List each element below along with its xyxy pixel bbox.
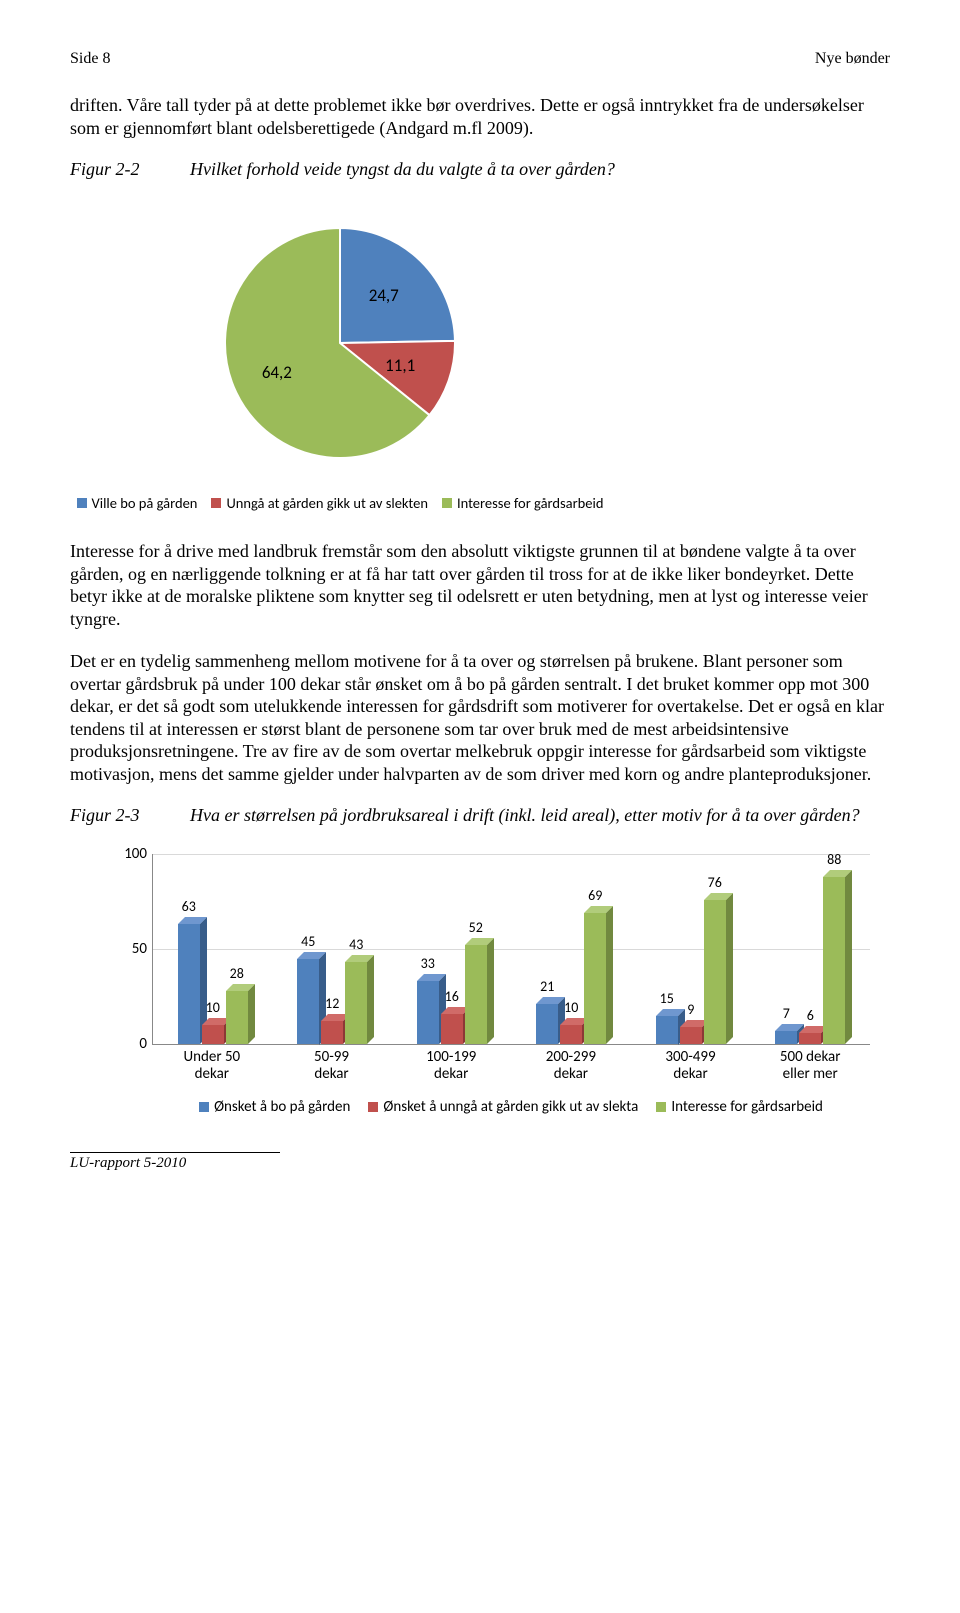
pie-legend: Ville bo på gårdenUnngå at gården gikk u…	[100, 490, 580, 516]
bar-legend-item: Ønsket å bo på gården	[199, 1098, 350, 1116]
pie-chart-block: 24,7 11,1 64,2 Ville bo på gårdenUnngå at …	[100, 208, 580, 516]
bar: 28	[226, 991, 248, 1044]
bar-x-label: 500 dekareller mer	[750, 1045, 870, 1084]
legend-swatch	[211, 498, 221, 508]
bar-value-label: 21	[527, 978, 567, 995]
figure-2-2-caption: Figur 2-2 Hvilket forhold veide tyngst d…	[70, 159, 890, 180]
bar-plot-area: 631028451243331652211069159767688 050100	[152, 854, 870, 1045]
bar: 15	[656, 1016, 678, 1045]
bar: 69	[584, 913, 606, 1044]
bar: 63	[178, 924, 200, 1044]
bar-value-label: 45	[288, 933, 328, 950]
paragraph-1: driften. Våre tall tyder på at dette pro…	[70, 94, 890, 139]
legend-text: Unngå at gården gikk ut av slekten	[226, 494, 428, 512]
figure-2-3-title: Hva er størrelsen på jordbruksareal i dr…	[190, 805, 860, 826]
bar-value-label: 63	[169, 898, 209, 915]
legend-text: Interesse for gårdsarbeid	[671, 1098, 823, 1116]
legend-swatch	[656, 1102, 666, 1112]
figure-2-3-label: Figur 2-3	[70, 805, 190, 826]
pie-legend-item: Unngå at gården gikk ut av slekten	[211, 494, 428, 512]
figure-2-2-label: Figur 2-2	[70, 159, 190, 180]
figure-2-2-title: Hvilket forhold veide tyngst da du valgt…	[190, 159, 615, 180]
pie-slice-label: 64,2	[262, 362, 292, 383]
bar-legend: Ønsket å bo på gården Ønsket å unngå at g…	[152, 1098, 870, 1116]
bar-y-tick: 50	[115, 940, 147, 958]
bar-x-label: 300-499dekar	[631, 1045, 751, 1084]
bar-legend-item: Interesse for gårdsarbeid	[656, 1098, 823, 1116]
legend-swatch	[442, 498, 452, 508]
bar-value-label: 69	[575, 887, 615, 904]
page-header: Side 8 Nye bønder	[70, 50, 890, 68]
bar-value-label: 52	[456, 919, 496, 936]
legend-swatch	[77, 498, 87, 508]
bar-legend-item: Ønsket å unngå at gården gikk ut av slek…	[368, 1098, 638, 1116]
bar: 9	[680, 1027, 702, 1044]
legend-text: Ville bo på gården	[92, 494, 198, 512]
bar-y-tick: 0	[115, 1035, 147, 1053]
pie-legend-item: Ville bo på gården	[77, 494, 198, 512]
bar-value-label: 76	[695, 874, 735, 891]
bar: 76	[704, 900, 726, 1044]
bar-group: 451243	[273, 854, 393, 1044]
pie-svg	[210, 208, 470, 468]
pie-chart: 24,7 11,1 64,2	[210, 208, 470, 468]
bar: 88	[823, 877, 845, 1044]
bar-group: 211069	[512, 854, 632, 1044]
bar-value-label: 33	[408, 955, 448, 972]
legend-text: Interesse for gårdsarbeid	[457, 494, 604, 512]
bar-value-label: 88	[814, 851, 854, 868]
pie-legend-item: Interesse for gårdsarbeid	[442, 494, 604, 512]
bar-group: 15976	[631, 854, 751, 1044]
figure-2-3-caption: Figur 2-3 Hva er størrelsen på jordbruks…	[70, 805, 890, 826]
header-right: Nye bønder	[815, 50, 890, 68]
bar-y-tick: 100	[115, 845, 147, 863]
pie-slice-label: 24,7	[369, 285, 399, 306]
header-left: Side 8	[70, 50, 110, 68]
bar-x-label: 200-299dekar	[511, 1045, 631, 1084]
paragraph-2: Interesse for å drive med landbruk frems…	[70, 540, 890, 630]
bar: 43	[345, 962, 367, 1044]
bar: 52	[465, 945, 487, 1044]
bar-x-label: Under 50dekar	[152, 1045, 272, 1084]
bar-x-labels: Under 50dekar50-99dekar100-199dekar200-2…	[152, 1045, 870, 1084]
legend-text: Ønsket å bo på gården	[214, 1098, 350, 1116]
pie-slice-label: 11,1	[385, 355, 415, 376]
bar-x-label: 100-199dekar	[391, 1045, 511, 1084]
paragraph-3: Det er en tydelig sammenheng mellom moti…	[70, 650, 890, 785]
bar-group: 331652	[392, 854, 512, 1044]
bar: 16	[441, 1014, 463, 1044]
bar-group: 7688	[751, 854, 871, 1044]
legend-swatch	[368, 1102, 378, 1112]
legend-text: Ønsket å unngå at gården gikk ut av slek…	[383, 1098, 638, 1116]
bar: 7	[775, 1031, 797, 1044]
bar-value-label: 28	[217, 965, 257, 982]
bar-x-label: 50-99dekar	[272, 1045, 392, 1084]
bar: 12	[321, 1021, 343, 1044]
bar-group: 631028	[153, 854, 273, 1044]
footer-report-id: LU-rapport 5-2010	[70, 1152, 280, 1172]
bar-value-label: 43	[336, 936, 376, 953]
bar-chart-block: 631028451243331652211069159767688 050100…	[110, 854, 870, 1116]
bar: 10	[560, 1025, 582, 1044]
bar: 6	[799, 1033, 821, 1044]
bar: 10	[202, 1025, 224, 1044]
legend-swatch	[199, 1102, 209, 1112]
